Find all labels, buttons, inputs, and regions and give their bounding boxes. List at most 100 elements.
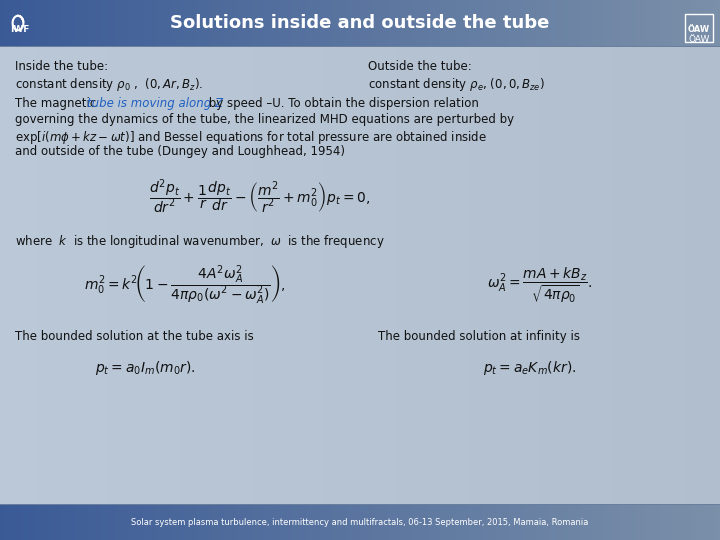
Bar bbox=[376, 0, 377, 46]
Bar bbox=[589, 0, 590, 46]
Bar bbox=[595, 0, 596, 46]
Bar bbox=[657, 0, 658, 46]
Bar bbox=[203, 46, 204, 505]
Bar bbox=[180, 505, 181, 540]
Bar bbox=[678, 46, 679, 505]
Bar bbox=[256, 505, 257, 540]
Bar bbox=[26, 0, 27, 46]
Bar bbox=[683, 46, 684, 505]
Bar bbox=[111, 0, 112, 46]
Bar bbox=[521, 505, 522, 540]
Bar bbox=[484, 0, 485, 46]
Bar bbox=[39, 0, 40, 46]
Bar bbox=[691, 0, 692, 46]
Bar bbox=[451, 46, 452, 505]
Bar bbox=[432, 505, 433, 540]
Bar bbox=[331, 505, 332, 540]
Bar bbox=[462, 0, 463, 46]
Bar bbox=[289, 505, 290, 540]
Bar bbox=[354, 46, 355, 505]
Bar bbox=[466, 505, 467, 540]
Bar bbox=[277, 505, 278, 540]
Bar bbox=[238, 505, 239, 540]
Bar bbox=[698, 505, 699, 540]
Bar bbox=[31, 0, 32, 46]
Bar bbox=[617, 46, 618, 505]
Bar bbox=[159, 505, 160, 540]
Bar bbox=[663, 505, 664, 540]
Bar bbox=[562, 505, 563, 540]
Bar bbox=[15, 0, 16, 46]
Bar bbox=[319, 46, 320, 505]
Bar bbox=[519, 505, 520, 540]
Bar bbox=[627, 0, 628, 46]
Bar bbox=[36, 0, 37, 46]
Bar bbox=[339, 46, 340, 505]
Bar bbox=[542, 505, 543, 540]
Bar bbox=[417, 46, 418, 505]
Bar bbox=[398, 46, 399, 505]
Bar bbox=[558, 0, 559, 46]
Bar bbox=[601, 46, 602, 505]
Bar bbox=[507, 46, 508, 505]
Bar bbox=[640, 46, 641, 505]
Bar bbox=[54, 505, 55, 540]
Bar bbox=[320, 505, 321, 540]
Bar bbox=[205, 46, 206, 505]
Bar bbox=[513, 0, 514, 46]
Bar bbox=[644, 505, 645, 540]
Bar bbox=[637, 46, 638, 505]
Bar bbox=[504, 0, 505, 46]
Bar bbox=[412, 0, 413, 46]
Bar bbox=[108, 0, 109, 46]
Bar bbox=[45, 0, 46, 46]
Bar bbox=[290, 46, 291, 505]
Bar bbox=[682, 505, 683, 540]
Bar bbox=[479, 505, 480, 540]
Bar bbox=[673, 505, 674, 540]
Bar bbox=[147, 46, 148, 505]
Bar bbox=[307, 505, 308, 540]
Bar bbox=[358, 505, 359, 540]
Bar bbox=[419, 505, 420, 540]
Bar bbox=[547, 0, 548, 46]
Bar bbox=[403, 0, 404, 46]
Bar bbox=[429, 505, 430, 540]
Bar bbox=[491, 505, 492, 540]
Bar bbox=[541, 0, 542, 46]
Bar bbox=[716, 0, 717, 46]
Bar bbox=[657, 46, 658, 505]
Text: $p_t = a_e K_m(kr).$: $p_t = a_e K_m(kr).$ bbox=[483, 359, 577, 377]
Bar bbox=[71, 0, 72, 46]
Bar bbox=[495, 505, 496, 540]
Bar bbox=[137, 505, 138, 540]
Bar bbox=[44, 46, 45, 505]
Bar bbox=[269, 0, 270, 46]
Bar bbox=[409, 46, 410, 505]
Bar bbox=[155, 46, 156, 505]
Bar bbox=[604, 0, 605, 46]
Bar bbox=[571, 0, 572, 46]
Bar bbox=[220, 46, 221, 505]
Bar bbox=[191, 46, 192, 505]
Bar bbox=[377, 46, 378, 505]
Bar bbox=[177, 0, 178, 46]
Bar bbox=[633, 46, 634, 505]
Bar bbox=[661, 505, 662, 540]
Bar bbox=[7, 505, 8, 540]
Bar bbox=[396, 46, 397, 505]
Bar bbox=[553, 0, 554, 46]
Bar bbox=[680, 0, 681, 46]
Bar bbox=[606, 0, 607, 46]
Bar bbox=[630, 505, 631, 540]
Bar bbox=[418, 505, 419, 540]
Bar bbox=[650, 505, 651, 540]
Bar bbox=[544, 0, 545, 46]
Bar bbox=[357, 505, 358, 540]
Bar bbox=[514, 0, 515, 46]
Bar bbox=[693, 0, 694, 46]
Bar bbox=[26, 505, 27, 540]
Bar bbox=[633, 0, 634, 46]
Bar bbox=[495, 46, 496, 505]
Bar bbox=[257, 46, 258, 505]
